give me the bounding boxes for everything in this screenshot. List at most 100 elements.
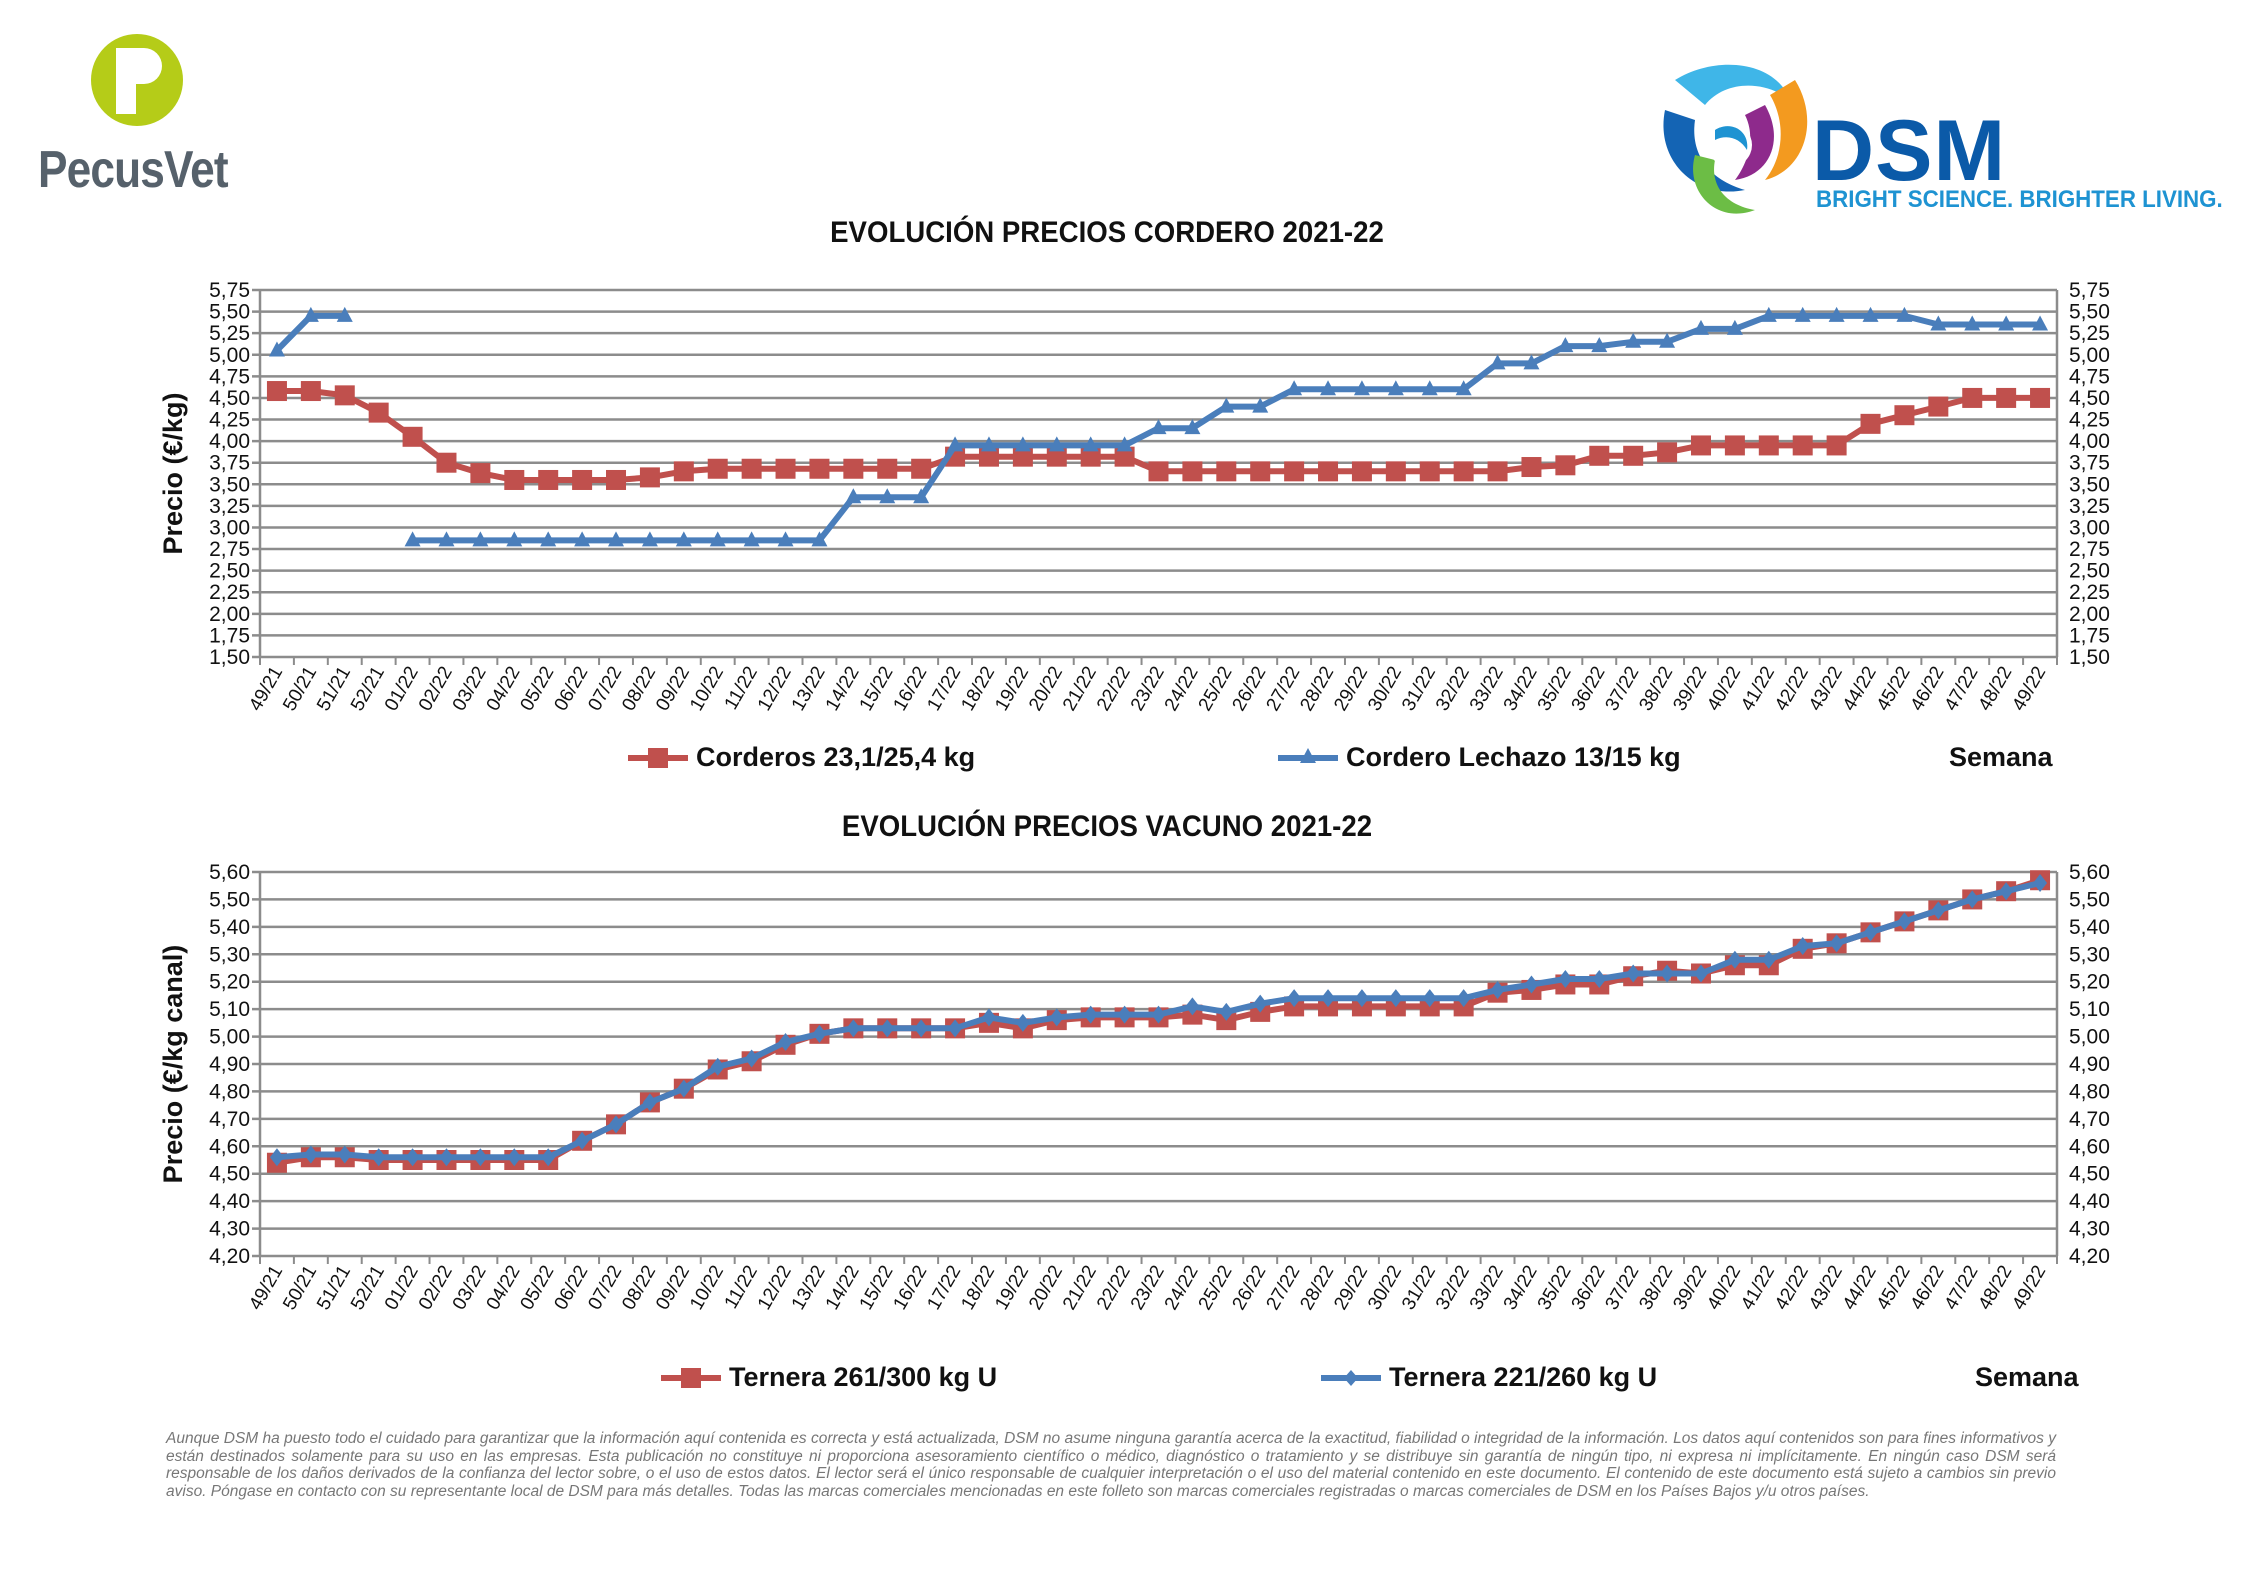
data-point-diamond [1490,980,1505,999]
data-point-square [843,458,864,479]
data-point-triangle [641,531,658,547]
x-tick-label: 27/22 [1262,1262,1304,1314]
data-point-diamond [1456,989,1471,1008]
legend-item-corderos: Corderos 23,1/25,4 kg [628,742,975,773]
data-point-square [978,446,999,467]
y2-tick-label: 2,00 [2069,603,2110,626]
y-tick-label: 5,75 [209,279,250,302]
y-tick-label: 4,50 [209,1163,250,1186]
data-point-diamond [1558,969,1573,988]
data-point-diamond [1185,997,1200,1016]
y-tick-label: 4,90 [209,1053,250,1076]
y-tick-label: 5,50 [209,888,250,911]
y2-tick-label: 5,50 [2069,301,2110,324]
y-tick-label: 2,25 [209,581,250,604]
y2-tick-label: 5,20 [2069,971,2110,994]
data-point-diamond [1897,912,1912,931]
data-point-triangle [438,531,455,547]
data-point-triangle [608,531,625,547]
y2-tick-label: 3,75 [2069,452,2110,475]
data-point-diamond [1863,923,1878,942]
y-tick-label: 5,10 [209,998,250,1021]
y-tick-label: 1,50 [209,646,250,669]
y-tick-label: 5,25 [209,322,250,345]
legend-item-ternera-261: Ternera 261/300 kg U [661,1362,997,1393]
x-tick-label: 40/22 [1703,1262,1745,1314]
x-tick-label: 23/22 [1127,1262,1169,1314]
data-point-diamond [981,1008,996,1027]
y2-tick-label: 4,75 [2069,365,2110,388]
x-tick-label: 38/22 [1635,1262,1677,1314]
data-point-triangle [1184,419,1201,435]
data-point-diamond [1219,1002,1234,1021]
x-tick-label: 51/21 [313,1262,355,1314]
y-tick-label: 3,00 [209,516,250,539]
x-tick-label: 29/22 [1330,1262,1372,1314]
y-tick-label: 5,60 [209,861,250,884]
data-point-triangle [540,531,557,547]
data-point-square [1385,461,1406,482]
x-tick-label: 50/21 [279,1262,321,1314]
data-point-square [1148,461,1169,482]
data-point-diamond [1626,964,1641,983]
y-tick-label: 4,80 [209,1080,250,1103]
data-point-square [1657,442,1678,463]
x-tick-label: 25/22 [1195,1262,1237,1314]
y2-tick-label: 3,00 [2069,516,2110,539]
data-point-triangle [336,306,353,322]
x-tick-label: 05/22 [517,1262,559,1314]
y2-tick-label: 1,50 [2069,646,2110,669]
data-point-triangle [1557,337,1574,353]
data-point-diamond [1761,950,1776,969]
data-point-square [1080,446,1101,467]
data-point-diamond [1965,890,1980,909]
x-tick-label: 06/22 [550,1262,592,1314]
data-point-diamond [303,1145,318,1164]
y-tick-label: 4,70 [209,1108,250,1131]
data-point-diamond [642,1093,657,1112]
y-tick-label: 3,75 [209,452,250,475]
y2-tick-label: 4,20 [2069,1245,2110,1268]
data-point-diamond [1524,975,1539,994]
data-point-square [606,469,627,490]
x-tick-label: 35/22 [1534,1262,1576,1314]
x-tick-label: 10/22 [686,1262,728,1314]
data-point-triangle [1591,337,1608,353]
y2-tick-label: 4,40 [2069,1190,2110,1213]
x-tick-label: 44/22 [1839,1262,1881,1314]
x-tick-label: 12/22 [754,1262,796,1314]
data-point-square [1046,446,1067,467]
x-tick-label: 22/22 [1093,1262,1135,1314]
y2-tick-label: 5,50 [2069,888,2110,911]
x-tick-label: 26/22 [1229,1262,1271,1314]
data-point-diamond [507,1148,522,1167]
data-point-triangle [1218,397,1235,413]
y-tick-label: 5,40 [209,916,250,939]
legend-square-marker-icon [661,1367,721,1388]
legend-item-lechazo: Cordero Lechazo 13/15 kg [1278,742,1681,773]
data-point-triangle [1760,306,1777,322]
dsm-tagline: BRIGHT SCIENCE. BRIGHTER LIVING. [1816,186,2223,213]
data-point-square [639,467,660,488]
x-tick-label: 19/22 [991,1262,1033,1314]
y2-tick-label: 4,30 [2069,1218,2110,1241]
legend-label: Cordero Lechazo 13/15 kg [1346,742,1681,772]
data-point-square [1758,435,1779,456]
data-point-diamond [1083,1005,1098,1024]
y2-tick-label: 2,50 [2069,560,2110,583]
data-point-triangle [1862,306,1879,322]
data-point-diamond [1693,964,1708,983]
data-point-square [1826,435,1847,456]
data-point-diamond [744,1049,759,1068]
data-point-triangle [1964,315,1981,331]
data-point-square [1690,435,1711,456]
data-point-triangle [1896,306,1913,322]
data-point-square [741,458,762,479]
data-point-diamond [1795,937,1810,956]
y2-tick-label: 2,75 [2069,538,2110,561]
data-point-triangle [1320,380,1337,396]
y-tick-label: 5,50 [209,301,250,324]
data-point-triangle [472,531,489,547]
x-tick-label: 45/22 [1873,1262,1915,1314]
data-point-diamond [1999,882,2014,901]
